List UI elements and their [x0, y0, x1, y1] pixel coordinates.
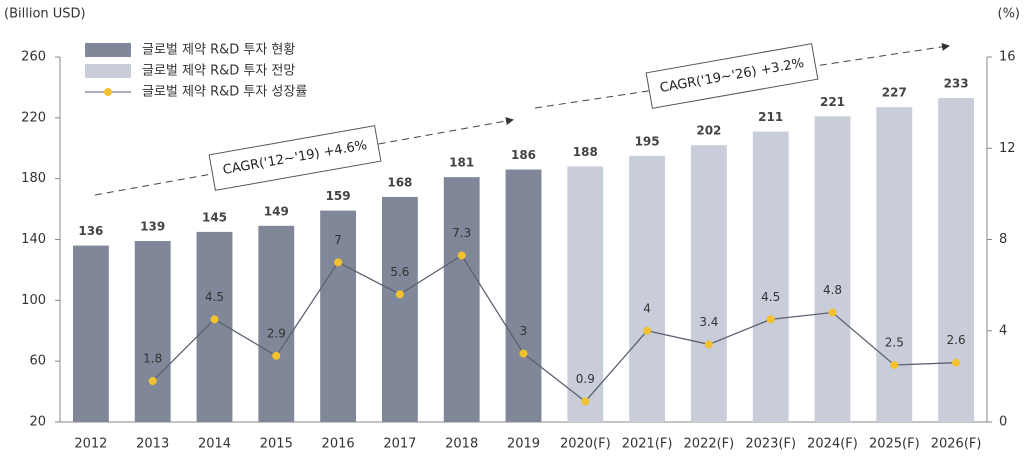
x-tick-label: 2023(F) [745, 437, 796, 452]
line-value-label: 7 [334, 233, 342, 247]
y2-tick-label: 0 [999, 415, 1007, 430]
y-tick-label: 100 [21, 293, 46, 308]
x-tick-label: 2013 [136, 437, 169, 452]
legend-swatch [104, 88, 112, 96]
bar-value-label: 149 [264, 204, 289, 218]
bar-value-label: 188 [573, 145, 598, 159]
line-value-label: 4.5 [761, 290, 780, 304]
line-value-label: 3 [520, 324, 528, 338]
trend-arrow [94, 117, 514, 196]
bar-value-label: 233 [944, 77, 969, 91]
line-value-label: 4.8 [823, 283, 842, 297]
y2-tick-label: 8 [999, 232, 1007, 247]
y-tick-label: 140 [21, 232, 46, 247]
y2-axis-label: (%) [998, 7, 1021, 22]
x-tick-label: 2025(F) [869, 437, 920, 452]
bar-value-label: 139 [140, 220, 165, 234]
x-tick-label: 2026(F) [931, 437, 982, 452]
bar-value-label: 227 [882, 86, 907, 100]
line-marker [519, 349, 528, 358]
line-value-label: 2.9 [267, 326, 286, 340]
x-tick-label: 2022(F) [684, 437, 735, 452]
line-marker [766, 315, 775, 324]
x-tick-label: 2018 [445, 437, 478, 452]
y-tick-label: 180 [21, 171, 46, 186]
bar [320, 210, 357, 422]
bar [505, 169, 542, 422]
legend-label: 글로벌 제약 R&D 투자 전망 [142, 64, 295, 79]
bar [938, 98, 975, 422]
bar-value-label: 145 [202, 210, 227, 224]
bar [72, 245, 109, 422]
line-value-label: 3.4 [699, 315, 718, 329]
annotation: CAGR('12~'19) +4.6% [208, 125, 382, 191]
annotation-box [645, 43, 819, 109]
bar [629, 155, 666, 422]
bar-value-label: 159 [326, 189, 351, 203]
line-marker [952, 358, 961, 367]
line-marker [334, 258, 343, 267]
annotation-box [208, 125, 382, 191]
bar-value-label: 202 [696, 124, 721, 138]
line-marker [272, 351, 281, 360]
line [152, 254, 957, 403]
x-tick-label: 2015 [260, 437, 293, 452]
y-tick-label: 260 [21, 50, 46, 65]
y-axis-label: (Billion USD) [4, 7, 86, 22]
y2-tick-label: 12 [999, 141, 1016, 156]
bar [876, 107, 913, 422]
x-tick-label: 2020(F) [560, 437, 611, 452]
x-tick-label: 2024(F) [807, 437, 858, 452]
bar [258, 225, 295, 422]
bar [752, 131, 789, 423]
legend-label: 글로벌 제약 R&D 투자 성장률 [142, 85, 307, 100]
line-marker [643, 326, 652, 335]
bar [814, 116, 851, 422]
legend-label: 글로벌 제약 R&D 투자 현황 [142, 43, 295, 58]
line-marker [395, 290, 404, 299]
bar-value-label: 221 [820, 95, 845, 109]
line-value-label: 2.5 [885, 335, 904, 349]
y2-tick-label: 16 [999, 50, 1016, 65]
line-value-label: 5.6 [390, 265, 409, 279]
line-value-label: 1.8 [143, 351, 162, 365]
annotation: CAGR('19~'26) +3.2% [645, 43, 819, 109]
x-tick-label: 2021(F) [622, 437, 673, 452]
bar-value-label: 211 [758, 110, 783, 124]
bar-value-label: 168 [387, 175, 412, 189]
y-tick-label: 220 [21, 110, 46, 125]
line-marker [148, 376, 157, 385]
bar-value-label: 136 [78, 224, 103, 238]
line-marker [704, 340, 713, 349]
x-tick-label: 2019 [507, 437, 540, 452]
x-tick-label: 2017 [383, 437, 416, 452]
x-tick-label: 2012 [74, 437, 107, 452]
line-marker [210, 315, 219, 324]
y-tick-label: 60 [29, 354, 46, 369]
bar [443, 177, 480, 422]
legend-swatch [85, 64, 131, 78]
bar-value-label: 195 [635, 134, 660, 148]
line-value-label: 7.3 [452, 226, 471, 240]
x-tick-label: 2016 [322, 437, 355, 452]
bar [134, 241, 171, 422]
line-value-label: 2.6 [947, 333, 966, 347]
bar-value-label: 181 [449, 156, 474, 170]
line-marker [828, 308, 837, 317]
y-tick-label: 20 [29, 415, 46, 430]
line-value-label: 4 [643, 301, 651, 315]
y2-tick-label: 4 [999, 323, 1007, 338]
legend-swatch [85, 43, 131, 57]
bar-value-label: 186 [511, 148, 536, 162]
line-marker [890, 360, 899, 369]
bar [690, 145, 727, 423]
line-value-label: 0.9 [576, 372, 595, 386]
line-marker [581, 397, 590, 406]
x-tick-label: 2014 [198, 437, 231, 452]
line-marker [457, 251, 466, 260]
line-value-label: 4.5 [205, 290, 224, 304]
bar [381, 196, 418, 422]
bar [567, 166, 604, 422]
